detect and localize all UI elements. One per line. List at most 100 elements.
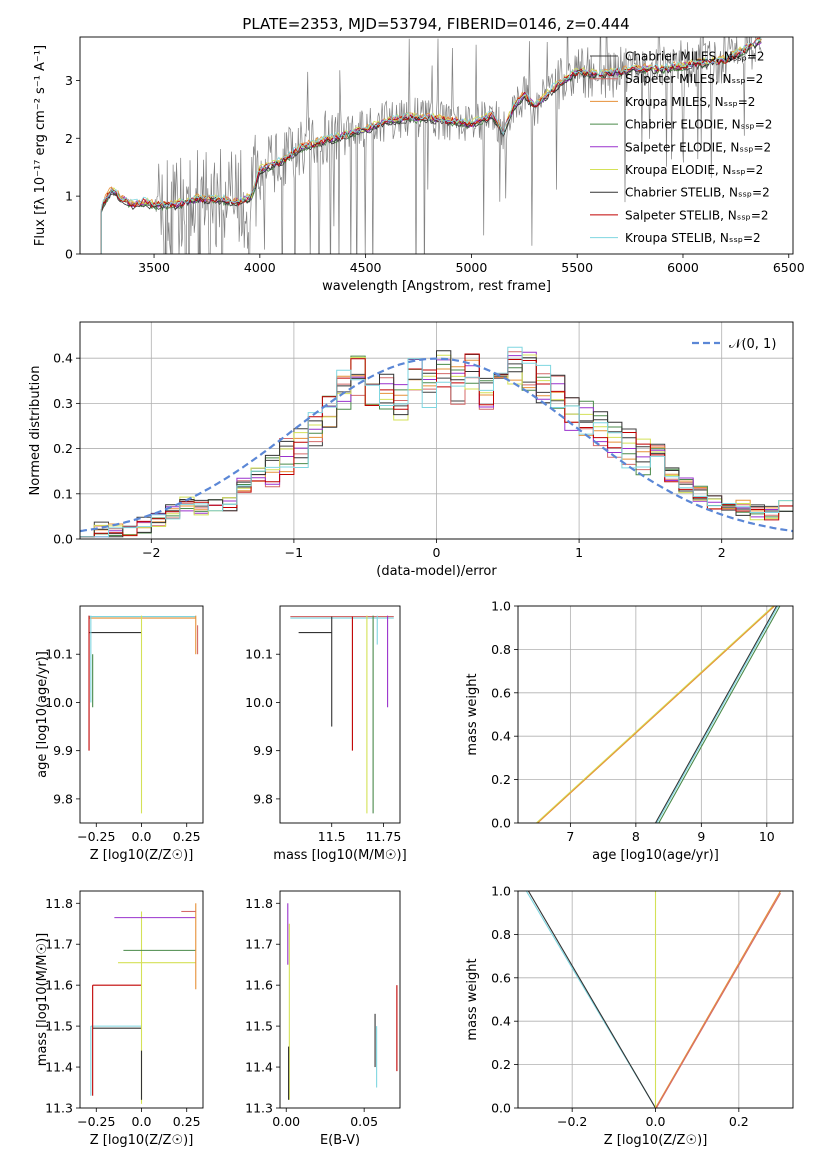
legend-spectrum: Chabrier MILES, Nₛₛₚ=2 Salpeter MILES, Nₛ… — [590, 50, 772, 245]
x-tick-label: 0.2 — [729, 1114, 749, 1129]
x-tick-label: 0 — [433, 545, 441, 560]
marker-line-5 — [655, 892, 781, 1108]
x-axis-label: E(B-V) — [320, 1133, 360, 1148]
x-tick-label: 1 — [575, 545, 583, 560]
axes-frame — [79, 321, 794, 540]
marker-line-1 — [535, 606, 774, 823]
x-tick-label: 8 — [632, 829, 640, 844]
y-tick-label: 9.9 — [253, 743, 273, 758]
legend-label-7: Chabrier STELIB, Nₛₛₚ=2 — [625, 186, 770, 200]
y-tick-label: 0.4 — [491, 1014, 511, 1029]
y-tick-label: 11.6 — [45, 978, 73, 993]
y-tick-label: 9.8 — [53, 791, 73, 806]
y-tick-label: 2 — [65, 131, 73, 146]
x-tick-label: 7 — [566, 829, 574, 844]
y-tick-label: 1.0 — [491, 599, 511, 614]
x-tick-label: −2 — [142, 545, 160, 560]
x-tick-label: 0.05 — [350, 1114, 378, 1129]
plot-area-age_vs_Z — [88, 615, 199, 814]
panel-residuals: −2 −1 0 1 2 0.0 0.1 0.2 0.3 0.4 (data-model)/error… — [28, 321, 794, 579]
y-axis-label: mass [log10(M/M☉)] — [35, 933, 50, 1066]
x-tick-label: −1 — [285, 545, 303, 560]
plot-area-spectrum — [100, 37, 762, 254]
y-axis-label: mass weight — [465, 673, 480, 755]
x-tick-label: 0.0 — [132, 1114, 152, 1129]
panel-mass_vs_EBV: 0.00 0.05 11.3 11.4 11.5 11.6 11.7 11.8 E(B-V) — [245, 890, 401, 1148]
legend-label-8: Salpeter STELIB, Nₛₛₚ=2 — [625, 208, 769, 222]
x-tick-label: 4500 — [350, 260, 382, 275]
x-tick-label: 9 — [697, 829, 705, 844]
y-tick-label: 0 — [65, 247, 73, 262]
panel-age_vs_mass: 11.5 11.75 9.8 9.9 10.0 10.1 mass [log10(M/M☉)… — [245, 605, 407, 863]
x-axis-label: Z [log10(Z/Z☉)] — [604, 1133, 708, 1148]
panel-mass_vs_Z: −0.25 0.0 0.25 11.3 11.4 11.5 11.6 11.7 11.8 Z [l… — [35, 890, 204, 1148]
plot-area-mass_vs_EBV — [287, 903, 398, 1100]
legend-label-2: Salpeter MILES, Nₛₛₚ=2 — [625, 72, 763, 86]
x-tick-label: −0.25 — [77, 1114, 115, 1129]
residual-histogram-8 — [80, 353, 793, 539]
panel-massweight_vs_Z: −0.2 0.0 0.2 0.0 0.2 0.4 0.6 0.8 1.0 Z [log10(Z/Z… — [465, 884, 794, 1148]
marker-line-4 — [656, 606, 779, 823]
plot-area-massweight_vs_age — [535, 606, 781, 823]
panel-massweight_vs_age: 7 8 9 10 0.0 0.2 0.4 0.6 0.8 1.0 age [log10(age/yr… — [465, 599, 794, 863]
y-axis-label: Normed distribution — [28, 366, 43, 496]
axes-frame — [279, 605, 401, 824]
model-line-3 — [100, 37, 762, 254]
legend-label-1: Chabrier MILES, Nₛₛₚ=2 — [625, 50, 765, 64]
plot-area-residuals — [80, 346, 793, 539]
x-axis-label: Z [log10(Z/Z☉)] — [90, 848, 194, 863]
x-axis-label: (data-model)/error — [376, 564, 497, 579]
normal-reference-curve — [80, 357, 793, 533]
legend-label-9: Kroupa STELIB, Nₛₛₚ=2 — [625, 231, 761, 245]
axes-frame — [517, 605, 794, 824]
marker-line-5 — [658, 606, 781, 823]
y-tick-label: 0.4 — [491, 729, 511, 744]
y-tick-label: 1.0 — [491, 884, 511, 899]
y-tick-label: 0.3 — [53, 396, 73, 411]
y-tick-label: 11.3 — [45, 1101, 73, 1116]
marker-line-2 — [527, 891, 656, 1108]
x-axis-label: mass [log10(M/M☉)] — [273, 848, 406, 863]
y-tick-label: 9.9 — [53, 743, 73, 758]
y-tick-label: 9.8 — [253, 791, 273, 806]
axes-frame — [279, 890, 401, 1109]
y-tick-label: 11.4 — [45, 1060, 73, 1075]
x-tick-label: 6500 — [773, 260, 805, 275]
legend-label-6: Kroupa ELODIE, Nₛₛₚ=2 — [625, 163, 763, 177]
axes-frame — [517, 890, 794, 1109]
x-axis-label: Z [log10(Z/Z☉)] — [90, 1133, 194, 1148]
legend-label-4: Chabrier ELODIE, Nₛₛₚ=2 — [625, 118, 772, 132]
y-tick-label: 3 — [65, 73, 73, 88]
residual-histogram-9 — [80, 346, 793, 539]
x-tick-label: 0.0 — [646, 1114, 666, 1129]
y-tick-label: 0.0 — [491, 1101, 511, 1116]
x-tick-label: 0.00 — [272, 1114, 300, 1129]
y-axis-label: age [log10(age/yr)] — [35, 651, 50, 778]
y-tick-label: 0.6 — [491, 970, 511, 985]
y-tick-label: 11.7 — [245, 937, 273, 952]
y-tick-label: 11.6 — [245, 978, 273, 993]
axes-frame — [79, 36, 794, 255]
y-tick-label: 0.0 — [491, 816, 511, 831]
x-tick-label: 5500 — [561, 260, 593, 275]
x-tick-label: 6000 — [667, 260, 699, 275]
y-tick-label: 11.8 — [45, 896, 73, 911]
y-tick-label: 11.8 — [245, 896, 273, 911]
x-tick-label: 0.0 — [132, 829, 152, 844]
y-tick-label: 10.1 — [245, 647, 273, 662]
x-tick-label: 4000 — [244, 260, 276, 275]
marker-line-3 — [655, 606, 778, 823]
x-tick-label: 3500 — [138, 260, 170, 275]
legend-label-3: Kroupa MILES, Nₛₛₚ=2 — [625, 95, 755, 109]
y-tick-label: 0.0 — [53, 532, 73, 547]
model-line-9 — [100, 37, 762, 254]
marker-line-2 — [537, 606, 776, 823]
panel-spectrum: 3500 4000 4500 5000 5500 6000 6500 0 1 2 3 waveleng… — [33, 36, 805, 294]
y-tick-label: 0.8 — [491, 642, 511, 657]
x-tick-label: 11.5 — [318, 829, 346, 844]
x-tick-label: 5000 — [456, 260, 488, 275]
y-axis-label: Flux [fλ 10⁻¹⁷ erg cm⁻² s⁻¹ A⁻¹] — [33, 45, 48, 246]
y-tick-label: 11.7 — [45, 937, 73, 952]
y-tick-label: 0.4 — [53, 351, 73, 366]
